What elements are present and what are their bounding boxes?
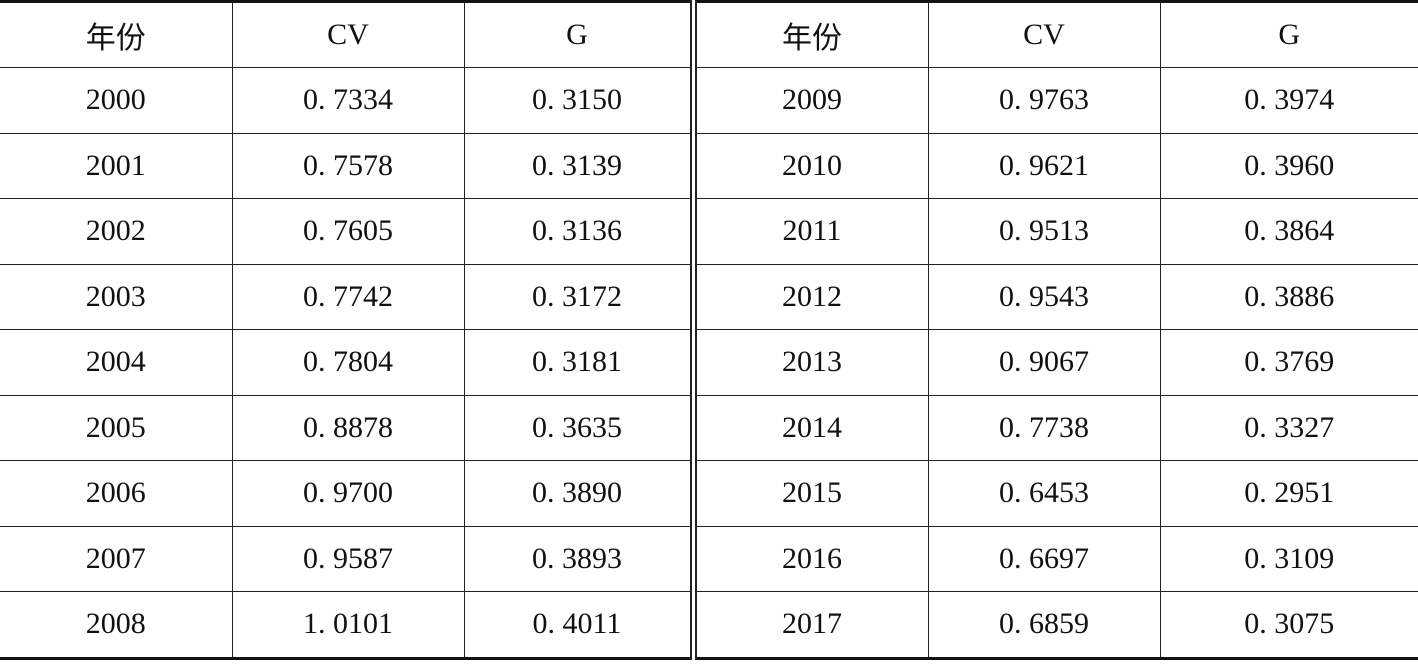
- table-cell: 0. 9587: [231, 525, 465, 592]
- header-row: 年份 CV G 年份 CV G: [0, 0, 1418, 68]
- table-cell: 0. 9621: [927, 132, 1161, 199]
- table-cell: 0. 3974: [1159, 67, 1418, 134]
- table-cell: 0. 9543: [927, 263, 1161, 330]
- data-row: 2001 0. 7578 0. 3139 2010 0. 9621 0. 3960: [0, 132, 1418, 199]
- table-cell: 2010: [689, 132, 929, 199]
- table-cell: 0. 2951: [1159, 460, 1418, 527]
- table-cell: 2014: [689, 394, 929, 461]
- table-cell: 0. 7605: [231, 198, 465, 265]
- data-row: 2008 1. 0101 0. 4011 2017 0. 6859 0. 3075: [0, 591, 1418, 660]
- header-cell: G: [463, 0, 694, 68]
- table-cell: 0. 3075: [1159, 591, 1418, 660]
- table-cell: 0. 3150: [463, 67, 694, 134]
- table-cell: 0. 3181: [463, 329, 694, 396]
- table-cell: 0. 3635: [463, 394, 694, 461]
- table-cell: 0. 9513: [927, 198, 1161, 265]
- table-cell: 0. 9763: [927, 67, 1161, 134]
- data-row: 2007 0. 9587 0. 3893 2016 0. 6697 0. 3109: [0, 525, 1418, 592]
- table-cell: 2008: [0, 591, 233, 660]
- data-row: 2002 0. 7605 0. 3136 2011 0. 9513 0. 3864: [0, 198, 1418, 265]
- table-cell: 2006: [0, 460, 233, 527]
- table-cell: 0. 3136: [463, 198, 694, 265]
- table-cell: 0. 3769: [1159, 329, 1418, 396]
- table-cell: 2007: [0, 525, 233, 592]
- table-cell: 0. 3139: [463, 132, 694, 199]
- table-cell: 0. 6453: [927, 460, 1161, 527]
- table-cell: 2004: [0, 329, 233, 396]
- table-cell: 2016: [689, 525, 929, 592]
- table-cell: 0. 4011: [463, 591, 694, 660]
- table-cell: 0. 7578: [231, 132, 465, 199]
- table-cell: 2000: [0, 67, 233, 134]
- table-cell: 0. 8878: [231, 394, 465, 461]
- table-cell: 2013: [689, 329, 929, 396]
- table-cell: 0. 6859: [927, 591, 1161, 660]
- table-cell: 0. 3960: [1159, 132, 1418, 199]
- table-cell: 0. 3890: [463, 460, 694, 527]
- data-row: 2006 0. 9700 0. 3890 2015 0. 6453 0. 2951: [0, 460, 1418, 527]
- data-row: 2005 0. 8878 0. 3635 2014 0. 7738 0. 3327: [0, 394, 1418, 461]
- table-cell: 0. 7804: [231, 329, 465, 396]
- table-cell: 0. 9700: [231, 460, 465, 527]
- table-cell: 0. 6697: [927, 525, 1161, 592]
- header-cell: 年份: [0, 0, 233, 68]
- table-cell: 2001: [0, 132, 233, 199]
- header-cell: G: [1159, 0, 1418, 68]
- table-cell: 0. 7334: [231, 67, 465, 134]
- data-row: 2003 0. 7742 0. 3172 2012 0. 9543 0. 3886: [0, 263, 1418, 330]
- table-cell: 0. 3327: [1159, 394, 1418, 461]
- table-cell: 0. 7738: [927, 394, 1161, 461]
- table-cell: 2003: [0, 263, 233, 330]
- header-cell: 年份: [689, 0, 929, 68]
- table-cell: 0. 9067: [927, 329, 1161, 396]
- table-cell: 2015: [689, 460, 929, 527]
- table-cell: 0. 3886: [1159, 263, 1418, 330]
- table-cell: 0. 3893: [463, 525, 694, 592]
- table-cell: 1. 0101: [231, 591, 465, 660]
- table-cell: 2017: [689, 591, 929, 660]
- header-cell: CV: [927, 0, 1161, 68]
- data-row: 2004 0. 7804 0. 3181 2013 0. 9067 0. 3769: [0, 329, 1418, 396]
- table-cell: 0. 3864: [1159, 198, 1418, 265]
- table-cell: 2002: [0, 198, 233, 265]
- table-cell: 2009: [689, 67, 929, 134]
- table-cell: 0. 3109: [1159, 525, 1418, 592]
- table-cell: 2005: [0, 394, 233, 461]
- table-cell: 0. 3172: [463, 263, 694, 330]
- data-row: 2000 0. 7334 0. 3150 2009 0. 9763 0. 3974: [0, 67, 1418, 134]
- table-cell: 0. 7742: [231, 263, 465, 330]
- table-cell: 2012: [689, 263, 929, 330]
- table-cell: 2011: [689, 198, 929, 265]
- header-cell: CV: [231, 0, 465, 68]
